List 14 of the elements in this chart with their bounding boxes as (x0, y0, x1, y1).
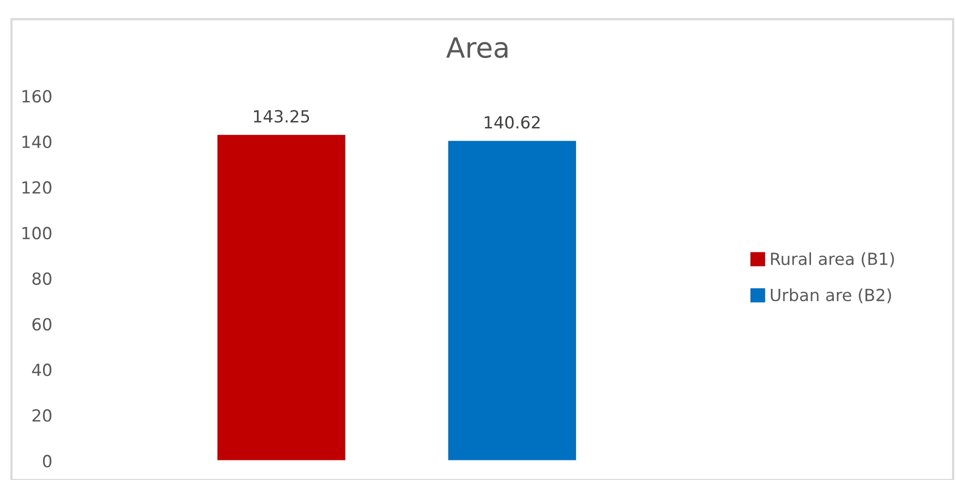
y-tick-label: 80 (32, 272, 52, 285)
y-tick-label: 60 (32, 318, 52, 331)
legend-label: Rural area (B1) (771, 252, 894, 268)
y-tick-label: 40 (32, 364, 52, 376)
y-tick-label: 140 (22, 136, 52, 148)
legend-label: Urban are (B2) (770, 288, 892, 304)
y-tick-label: 0 (42, 454, 52, 468)
y-tick-label: 120 (22, 181, 52, 194)
data-label: 143.25 (254, 110, 310, 123)
chart-title: Area (446, 37, 508, 58)
y-tick-label: 20 (32, 409, 52, 422)
data-label: 140.62 (484, 116, 540, 129)
y-tick-label: 100 (22, 226, 52, 240)
y-tick-label: 160 (22, 90, 52, 103)
